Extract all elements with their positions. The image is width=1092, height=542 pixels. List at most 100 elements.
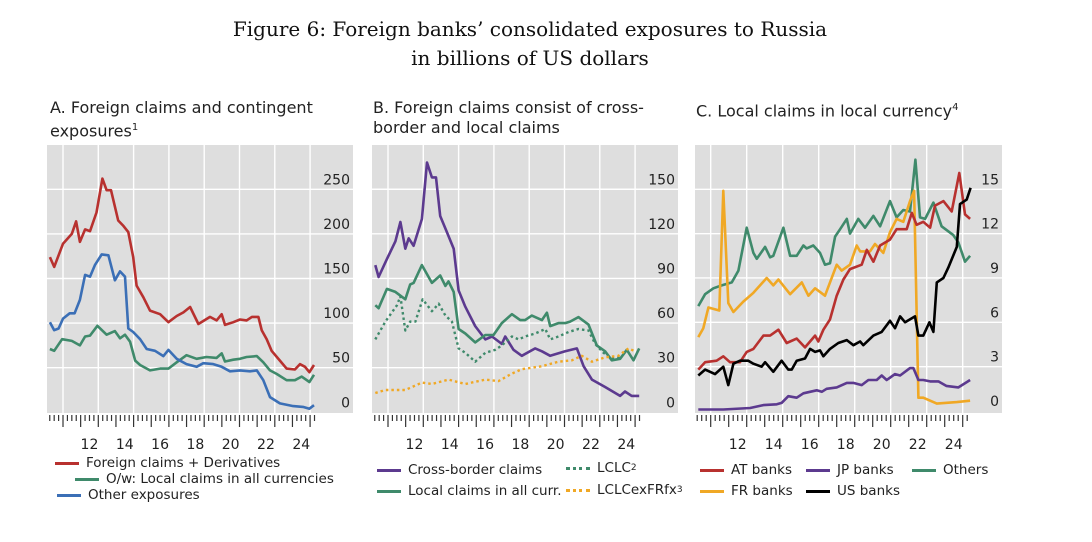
- legend-item-a-2: Other exposures: [57, 487, 200, 503]
- x-tick-label: 14: [765, 437, 783, 453]
- legend-swatch: [566, 466, 590, 470]
- y-tick-label: 90: [657, 261, 675, 277]
- series-line-local-claims-in-all-curr-: [374, 263, 641, 362]
- y-tick-label: 100: [323, 306, 350, 322]
- legend-item-b-0: Cross-border claims: [377, 462, 542, 478]
- series-line-us-banks: [697, 187, 972, 387]
- x-tick-label: 12: [729, 437, 747, 453]
- legend-swatch: [566, 488, 590, 492]
- series-line-foreign-claims-derivatives: [48, 177, 316, 374]
- legend-label: Other exposures: [88, 487, 200, 503]
- legend-swatch: [55, 461, 79, 465]
- y-tick-label: 50: [332, 351, 350, 367]
- legend-swatch: [57, 493, 81, 497]
- x-tick-label: 12: [81, 437, 99, 453]
- figure-title: Figure 6: Foreign banks’ consolidated ex…: [232, 17, 828, 41]
- legend-label: FR banks: [731, 483, 793, 499]
- y-tick-label: 60: [657, 306, 675, 322]
- legend-label: Cross-border claims: [408, 462, 543, 478]
- panel-c-title-text: C. Local claims in local currency: [696, 101, 953, 121]
- y-tick-label: 120: [648, 217, 675, 233]
- y-tick-label: 150: [323, 262, 350, 278]
- legend-item-c-jp: JP banks: [806, 462, 894, 478]
- legend-swatch: [700, 468, 724, 472]
- legend-item-c-fr: FR banks: [700, 483, 793, 499]
- legend-swatch: [806, 468, 830, 472]
- legend-footnote: 2: [630, 463, 637, 473]
- legend-item-a-0: Foreign claims + Derivatives: [55, 455, 280, 471]
- y-tick-label: 200: [323, 217, 350, 233]
- x-tick-label: 24: [617, 437, 635, 453]
- legend-item-c-us: US banks: [806, 483, 900, 499]
- x-tick-label: 22: [582, 437, 600, 453]
- panel-a-footnote: 1: [131, 122, 139, 133]
- x-tick-label: 18: [186, 437, 204, 453]
- series-line-o-w-local-claims-in-all-currencies: [49, 324, 316, 384]
- legend-label: AT banks: [731, 462, 792, 478]
- legend-swatch: [806, 489, 830, 493]
- y-tick-label: 250: [323, 172, 350, 188]
- legend-label: US banks: [837, 483, 900, 499]
- y-tick-label: 0: [341, 395, 350, 411]
- x-tick-label: 20: [873, 437, 891, 453]
- panel-a-title-text: A. Foreign claims and contingent exposur…: [50, 98, 313, 141]
- legend-label: LCLCexFRfx: [597, 482, 677, 498]
- y-tick-label: 6: [990, 305, 999, 321]
- y-tick-label: 0: [990, 394, 999, 410]
- legend-item-a-1: O/w: Local claims in all currencies: [75, 471, 334, 487]
- legend-item-b-2: LCLC 2: [566, 460, 637, 476]
- x-tick-label: 20: [547, 437, 565, 453]
- panel-a-title: A. Foreign claims and contingent exposur…: [50, 98, 340, 141]
- x-tick-label: 20: [222, 437, 240, 453]
- y-tick-label: 9: [990, 261, 999, 277]
- x-tick-label: 14: [116, 437, 134, 453]
- panel-c-title: C. Local claims in local currency4: [696, 98, 1026, 121]
- legend-label: Others: [943, 462, 989, 478]
- panel-b-title: B. Foreign claims consist of cross-borde…: [373, 98, 663, 138]
- x-tick-label: 16: [151, 437, 169, 453]
- series-line-lclc: [374, 295, 621, 363]
- legend-item-b-1: Local claims in all curr.: [377, 483, 562, 499]
- legend-swatch: [377, 468, 401, 472]
- y-tick-label: 30: [657, 351, 675, 367]
- series-line-others: [697, 158, 972, 307]
- x-tick-label: 24: [292, 437, 310, 453]
- legend-swatch: [377, 489, 401, 493]
- panel-c-footnote: 4: [952, 102, 959, 113]
- figure-subtitle: in billions of US dollars: [411, 46, 649, 70]
- x-tick-label: 18: [837, 437, 855, 453]
- series-line-jp-banks: [698, 366, 971, 411]
- series-line-other-exposures: [48, 253, 315, 411]
- x-tick-label: 22: [257, 437, 275, 453]
- legend-swatch: [700, 489, 724, 493]
- y-tick-label: 0: [666, 395, 675, 411]
- panel-b-title-text: B. Foreign claims consist of cross-borde…: [373, 98, 644, 137]
- legend-swatch: [75, 477, 99, 481]
- legend-label: LCLC: [597, 460, 631, 476]
- x-tick-label: 18: [511, 437, 529, 453]
- legend-label: JP banks: [837, 462, 894, 478]
- x-tick-label: 14: [441, 437, 459, 453]
- series-line-cross-border-claims: [374, 161, 640, 398]
- y-tick-label: 150: [648, 172, 675, 188]
- y-tick-label: 3: [990, 350, 999, 366]
- y-tick-label: 12: [981, 217, 999, 233]
- y-tick-label: 15: [981, 172, 999, 188]
- series-line-lclcexfrfx: [374, 347, 636, 395]
- series-line-at-banks: [697, 171, 971, 371]
- legend-label: Local claims in all curr.: [408, 483, 562, 499]
- series-line-fr-banks: [697, 189, 971, 405]
- legend-item-b-3: LCLCexFRfx 3: [566, 482, 683, 498]
- legend-swatch: [912, 468, 936, 472]
- legend-footnote: 3: [676, 485, 683, 495]
- x-tick-label: 24: [945, 437, 963, 453]
- legend-label: Foreign claims + Derivatives: [86, 455, 281, 471]
- x-tick-label: 16: [476, 437, 494, 453]
- legend-item-c-at: AT banks: [700, 462, 792, 478]
- legend-item-c-others: Others: [912, 462, 988, 478]
- legend-label: O/w: Local claims in all currencies: [106, 471, 334, 487]
- x-tick-label: 22: [909, 437, 927, 453]
- x-tick-label: 16: [801, 437, 819, 453]
- x-tick-label: 12: [406, 437, 424, 453]
